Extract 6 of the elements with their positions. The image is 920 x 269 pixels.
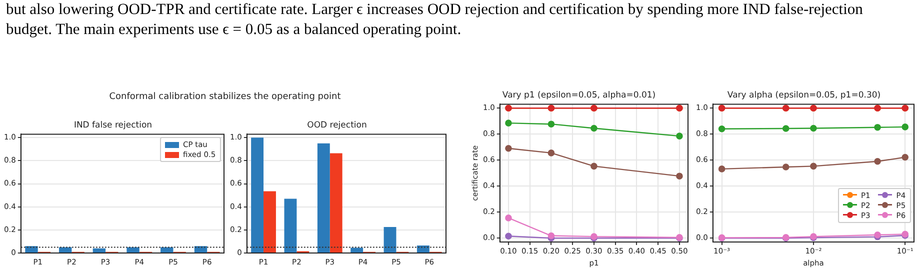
text: Conformal calibration stabilizes the operating point xyxy=(108,92,342,102)
chart-title: Vary p1 (epsilon=0.05, alpha=0.01) xyxy=(502,90,656,100)
chart-title: IND false rejection xyxy=(74,120,152,130)
chart-title: OOD rejection xyxy=(307,120,367,130)
text: but also lowering OOD-TPR and certificate rate. Larger ϵ increases OOD rejection and certification by spending more IND false-rejection budget. The main experiments use ϵ = 0.05 as a balanced operating point. xyxy=(6,0,864,40)
chart-title: Vary alpha (epsilon=0.05, p1=0.30) xyxy=(727,90,881,100)
